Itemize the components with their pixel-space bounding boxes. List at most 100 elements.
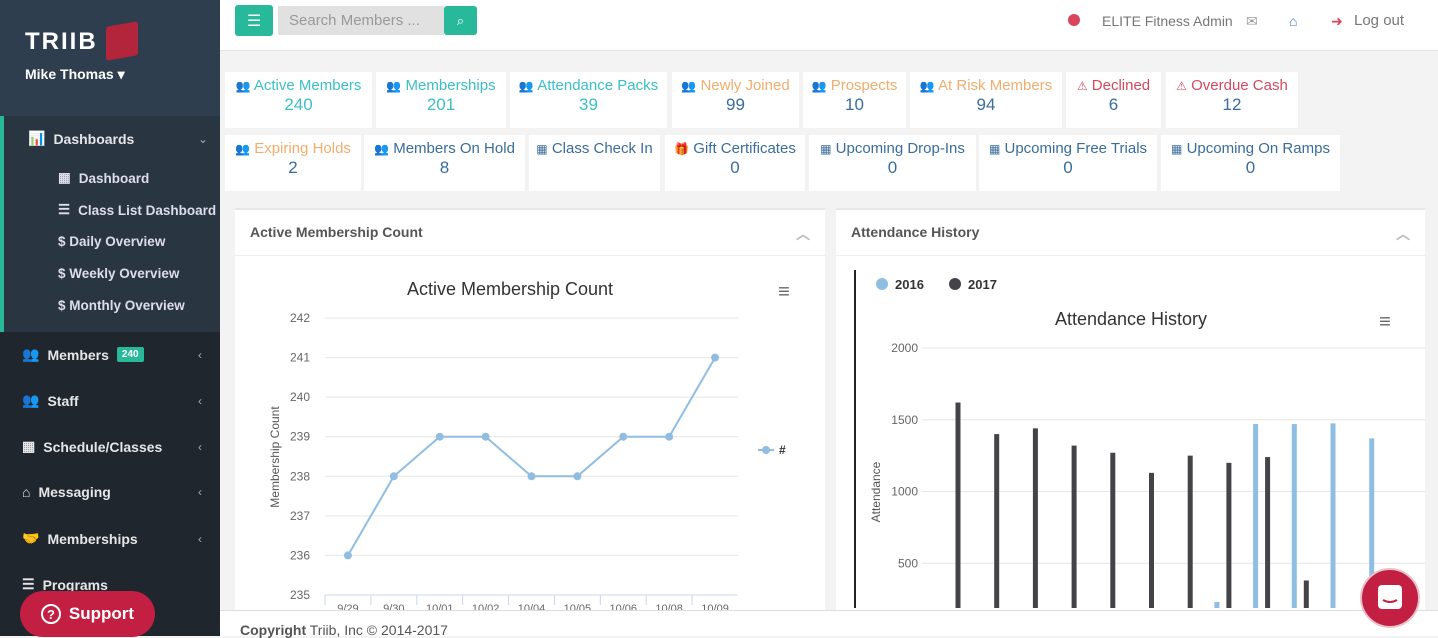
bar — [1187, 455, 1193, 608]
sidebar-sub-monthly[interactable]: $ Monthly Overview — [58, 298, 185, 313]
stat-label: 👥 Members On Hold — [364, 140, 525, 157]
members-count-badge: 240 — [116, 347, 144, 362]
legend-marker — [762, 446, 770, 454]
stat-value: 6 — [1108, 95, 1119, 114]
search-button[interactable]: ⌕ — [444, 6, 477, 35]
home-icon[interactable]: ⌂ — [1289, 13, 1298, 29]
menu-toggle-button[interactable]: ☰ — [235, 5, 273, 36]
stat-label: ⚠ Declined — [1066, 77, 1161, 94]
sidebar: TRIIB Mike Thomas ▾ 📊 Dashboards ⌄ ▦ Dashbo… — [0, 0, 220, 637]
bar — [1369, 438, 1375, 608]
users-icon: 👥 — [235, 79, 251, 93]
stat-card[interactable]: 👥 Expiring Holds 2 — [225, 135, 361, 191]
data-point — [435, 432, 444, 441]
stat-label: ▦ Upcoming Drop-Ins — [809, 140, 976, 157]
sidebar-item-dashboards[interactable]: 📊 Dashboards ⌄ — [28, 130, 208, 147]
stat-card[interactable]: ⚠ Declined 6 — [1066, 72, 1161, 128]
stat-card[interactable]: 👥 Memberships 201 — [376, 72, 506, 128]
sidebar-sub-dashboard[interactable]: ▦ Dashboard — [58, 170, 149, 186]
stat-value: 94 — [976, 95, 996, 114]
chat-launcher-button[interactable] — [1360, 568, 1420, 628]
stat-card[interactable]: ▦ Upcoming Free Trials 0 — [979, 135, 1157, 191]
x-tick-label: 10/06 — [610, 603, 638, 610]
stat-label-text: At Risk Members — [938, 77, 1053, 94]
stat-card[interactable]: ⚠ Overdue Cash 12 — [1166, 72, 1298, 128]
users-icon: 👥 — [374, 142, 390, 156]
warning-icon: ⚠ — [1076, 79, 1088, 93]
chart-icon: 📊 — [28, 130, 46, 146]
calendar-icon: ▦ — [536, 142, 548, 156]
bar — [1330, 423, 1336, 608]
question-icon: ? — [40, 604, 61, 624]
users-icon: 👥 — [811, 79, 827, 93]
sidebar-sub-weekly[interactable]: $ Weekly Overview — [58, 266, 179, 281]
data-point — [573, 472, 582, 481]
brand-logo: TRIIB — [25, 28, 98, 55]
stat-card[interactable]: ▦ Upcoming Drop-Ins 0 — [809, 135, 976, 191]
bar — [1226, 462, 1232, 608]
users-icon: 👥 — [386, 79, 402, 93]
y-tick-label: 235 — [290, 588, 310, 602]
users-icon: 👥 — [919, 79, 935, 93]
hamburger-icon: ☰ — [246, 12, 262, 30]
stat-card[interactable]: 👥 Active Members 240 — [225, 72, 372, 128]
y-tick-label: 1500 — [891, 413, 918, 427]
org-link[interactable]: ELITE Fitness Admin — [1102, 13, 1233, 29]
user-name: Mike Thomas — [25, 66, 114, 82]
collapse-icon[interactable]: ︿ — [796, 226, 810, 242]
stat-card[interactable]: ▦ Upcoming On Ramps 0 — [1161, 135, 1340, 191]
label: Class List Dashboard — [78, 202, 217, 218]
y-tick-label: 240 — [290, 390, 310, 404]
sidebar-item-programs[interactable]: ☰ Programs — [22, 576, 202, 593]
stat-label: 🎁 Gift Certificates — [665, 140, 805, 157]
stat-card[interactable]: 👥 Newly Joined 99 — [672, 72, 799, 128]
label: Messaging — [38, 484, 111, 500]
sidebar-item-messaging[interactable]: ⌂ Messaging ‹ — [22, 484, 202, 500]
stat-card[interactable]: 👥 At Risk Members 94 — [910, 72, 1062, 128]
collapse-icon[interactable]: ︿ — [1396, 226, 1410, 242]
data-point — [527, 472, 536, 481]
x-tick-label: 10/01 — [426, 603, 454, 610]
support-button[interactable]: ? Support — [20, 591, 155, 637]
label: $ Daily Overview — [58, 234, 166, 249]
handshake-icon: 🤝 — [22, 530, 40, 546]
panel-title: Active Membership Count — [250, 224, 423, 240]
search-input[interactable]: Search Members ... — [278, 6, 444, 35]
stat-label: ▦ Class Check In — [529, 140, 660, 157]
sidebar-sub-daily[interactable]: $ Daily Overview — [58, 234, 165, 249]
sidebar-sub-class-list[interactable]: ☰ Class List Dashboard — [58, 202, 216, 218]
users-icon: 👥 — [518, 79, 534, 93]
y-tick-label: 237 — [290, 509, 310, 523]
data-point — [389, 472, 398, 481]
logout-link[interactable]: Log out — [1354, 12, 1405, 29]
stat-card[interactable]: 👥 Members On Hold 8 — [364, 135, 525, 191]
data-point — [665, 432, 674, 441]
stat-label-text: Upcoming Free Trials — [1004, 140, 1148, 157]
stat-card[interactable]: 👥 Attendance Packs 39 — [510, 72, 667, 128]
chevron-left-icon: ‹ — [198, 347, 202, 362]
panel-header: Attendance History ︿ — [836, 210, 1425, 256]
mail-icon[interactable]: ✉ — [1246, 13, 1258, 29]
list-icon: ☰ — [58, 202, 71, 217]
stat-value: 99 — [726, 95, 745, 114]
legend-label: # — [779, 443, 786, 457]
sidebar-item-members[interactable]: 👥 Members 240 ‹ — [22, 346, 202, 363]
bar — [955, 402, 961, 608]
stat-card[interactable]: 🎁 Gift Certificates 0 — [665, 135, 805, 191]
bar — [1303, 580, 1309, 608]
label: Memberships — [47, 530, 138, 547]
stat-label-text: Overdue Cash — [1191, 77, 1288, 94]
stat-label: 👥 Prospects — [803, 77, 906, 94]
sidebar-item-schedule[interactable]: ▦ Schedule/Classes ‹ — [22, 438, 202, 455]
y-tick-label: 242 — [290, 311, 310, 325]
stat-card[interactable]: 👥 Prospects 10 — [803, 72, 906, 128]
stat-card[interactable]: ▦ Class Check In — [529, 135, 660, 191]
bar — [1071, 445, 1077, 608]
user-menu[interactable]: Mike Thomas ▾ — [25, 66, 125, 82]
stat-label: 👥 Attendance Packs — [510, 77, 667, 94]
stat-label-text: Upcoming On Ramps — [1186, 140, 1330, 157]
chevron-left-icon: ‹ — [198, 531, 202, 546]
sidebar-item-memberships[interactable]: 🤝 Memberships ‹ — [22, 530, 202, 547]
copyright-text: Triib, Inc © 2014-2017 — [306, 622, 448, 638]
sidebar-item-staff[interactable]: 👥 Staff ‹ — [22, 392, 202, 409]
